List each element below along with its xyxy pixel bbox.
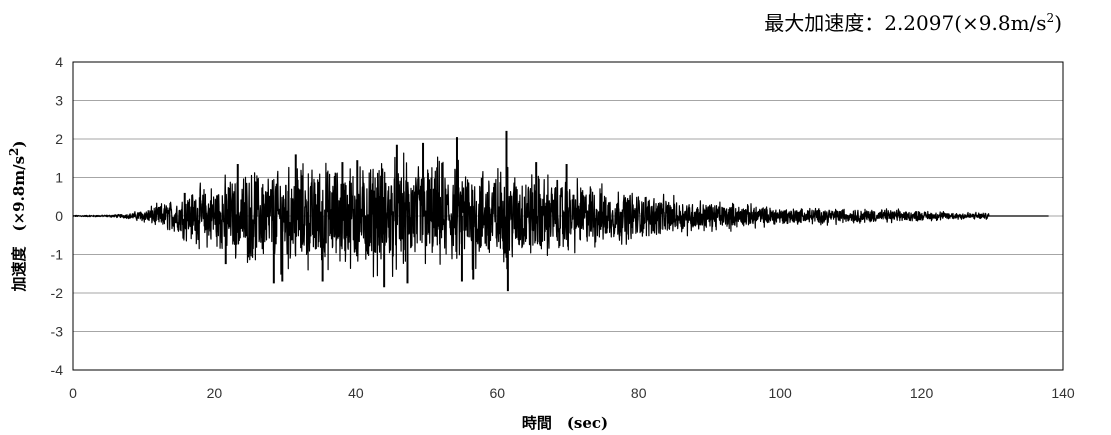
annotation-suffix: ) (1054, 11, 1062, 35)
y-axis-title-prefix: 加速度 (×9.8m/s (10, 156, 28, 293)
x-tick-label: 100 (768, 385, 792, 401)
y-tick-label: -1 (51, 247, 64, 263)
y-tick-label: -2 (51, 285, 64, 301)
y-axis-title-superscript: 2 (7, 148, 21, 156)
y-axis-title: 加速度 (×9.8m/s2) (7, 140, 28, 292)
annotation-prefix: 最大加速度：2.2097(×9.8m/s (764, 11, 1046, 35)
x-tick-label: 20 (207, 385, 223, 401)
x-tick-label: 140 (1051, 385, 1075, 401)
x-tick-label: 120 (910, 385, 934, 401)
peak-spikes (183, 130, 568, 292)
y-tick-label: 1 (55, 170, 63, 186)
y-tick-label: -3 (51, 324, 64, 340)
annotation-superscript: 2 (1047, 11, 1055, 25)
plot-area-border (72, 61, 1064, 371)
y-tick-label: 4 (55, 54, 63, 70)
y-tick-label: 0 (55, 208, 63, 224)
y-tick-label: 3 (55, 93, 63, 109)
x-tick-label: 60 (489, 385, 505, 401)
peak-acceleration-annotation: 最大加速度：2.2097(×9.8m/s2) (764, 11, 1062, 35)
y-tick-label: 2 (55, 131, 63, 147)
y-tick-label: -4 (51, 362, 64, 378)
x-tick-label: 40 (348, 385, 364, 401)
acceleration-series-line (72, 152, 1049, 278)
x-tick-label: 0 (69, 385, 77, 401)
x-tick-labels: 0 20 40 60 80 100 120 140 (69, 385, 1075, 401)
x-tick-label: 80 (631, 385, 647, 401)
x-axis-title: 時間 (sec) (522, 414, 608, 432)
y-axis-title-suffix: ) (10, 140, 28, 147)
y-tick-labels: 4 3 2 1 0 -1 -2 -3 -4 (51, 54, 64, 378)
